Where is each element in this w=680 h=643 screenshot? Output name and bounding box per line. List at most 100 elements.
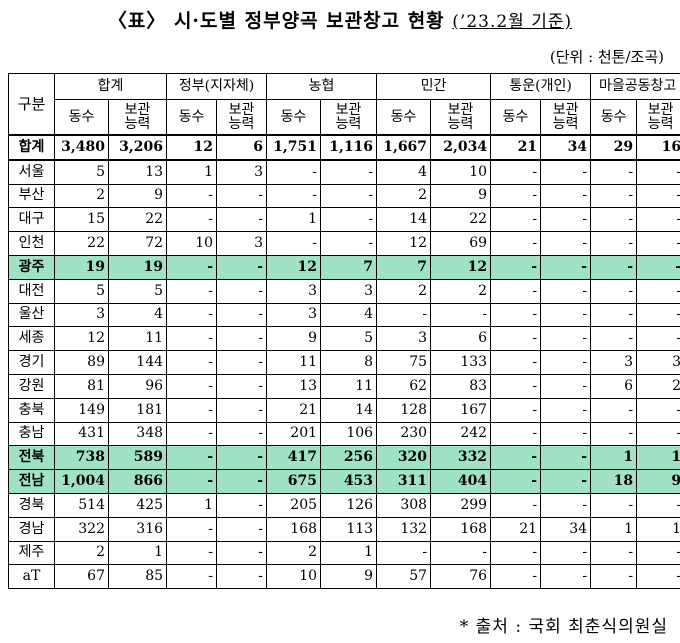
value-cell: 128 [376,397,432,423]
subheader-capacity: 보관 능력 [636,99,680,136]
value-cell: 348 [107,421,168,447]
value-cell: - [540,254,592,280]
value-cell: 9 [320,564,378,590]
value-cell: 67 [54,564,109,590]
value-cell: - [166,445,218,471]
value-cell: - [166,516,218,542]
value-cell: 7 [320,254,378,280]
value-cell: 2 [376,183,432,209]
value-cell: - [166,373,218,399]
region-cell: 세종 [8,326,55,352]
value-cell: - [216,302,268,328]
value-cell: - [216,397,268,423]
value-cell: 132 [376,516,432,542]
value-cell: 168 [430,516,492,542]
value-cell: 322 [54,516,109,542]
value-cell: - [166,350,218,375]
value-cell: 75 [376,350,432,375]
value-cell: 3 [320,278,378,304]
value-cell: - [266,183,322,209]
value-cell: - [216,421,268,447]
value-cell: 3 [216,159,268,185]
value-cell: 4 [376,159,432,185]
value-cell: - [166,302,218,328]
subheader-capacity-line2: 능력 [552,115,579,132]
value-cell: 6 [430,326,492,352]
value-cell: - [540,350,592,375]
value-cell: 34 [540,516,592,542]
value-cell: - [320,183,378,209]
value-cell: - [490,350,542,375]
value-cell: - [590,254,638,280]
value-cell: - [540,397,592,423]
value-cell: 13 [266,373,322,399]
value-cell: - [490,302,542,328]
region-cell: 경기 [8,350,55,375]
value-cell: 167 [430,397,492,423]
value-cell: 417 [266,445,322,471]
value-cell: - [590,421,638,447]
value-cell: - [216,492,268,518]
value-cell: 11 [266,350,322,375]
value-cell: - [216,445,268,471]
subheader-capacity: 보관 능력 [216,99,268,136]
value-cell: - [216,373,268,399]
value-cell: - [636,540,680,566]
value-cell: 3 [590,350,638,375]
value-cell: - [490,540,542,566]
value-cell: 316 [107,516,168,542]
value-cell: 3 [376,326,432,352]
value-cell: - [590,302,638,328]
region-cell: 울산 [8,302,55,328]
value-cell: 21 [266,397,322,423]
value-cell: 3 [54,302,109,328]
value-cell: - [490,183,542,209]
value-cell: 12 [54,326,109,352]
value-cell: 3 [266,302,322,328]
value-cell: - [490,373,542,399]
value-cell: - [540,326,592,352]
subheader-capacity-line2: 능력 [335,115,362,132]
value-cell: - [590,207,638,233]
value-cell: 9 [266,326,322,352]
value-cell: 9 [107,183,168,209]
value-cell: - [166,564,218,590]
value-cell: 18 [590,469,638,494]
value-cell: - [540,469,592,494]
value-cell: 83 [430,373,492,399]
header-group: 마을공동창고 [590,73,680,100]
value-cell: - [540,373,592,399]
value-cell: 81 [54,373,109,399]
value-cell: - [216,516,268,542]
value-cell: 14 [320,397,378,423]
value-cell: 675 [266,469,322,494]
value-cell: 10 [266,564,322,590]
value-cell: 72 [107,231,168,256]
region-cell: 합계 [8,134,55,161]
table-row: 합계 3,480 3,206 12 6 1,751 1,116 1,667 2,034 21 34 2… [8,134,680,161]
value-cell: 6 [216,134,268,161]
value-cell: 9 [430,183,492,209]
value-cell: - [166,207,218,233]
value-cell: 866 [107,469,168,494]
value-cell: 12 [166,134,218,161]
value-cell: 308 [376,492,432,518]
value-cell: - [490,207,542,233]
value-cell: 15 [54,207,109,233]
value-cell: - [590,278,638,304]
subheader-capacity-line1: 보관 [124,101,151,118]
value-cell: 1 [166,492,218,518]
value-cell: - [590,326,638,352]
subheader-capacity-line2: 능력 [647,115,674,132]
value-cell: - [590,397,638,423]
value-cell: 7 [376,254,432,280]
value-cell: - [590,492,638,518]
